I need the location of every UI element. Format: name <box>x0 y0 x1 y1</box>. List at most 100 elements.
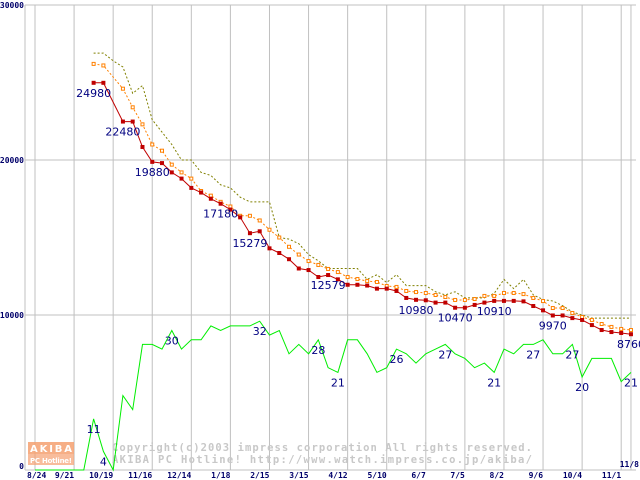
data-point-min <box>179 176 184 181</box>
data-label-count: 30 <box>165 335 179 348</box>
data-point-average <box>169 162 174 167</box>
data-point-average <box>160 148 165 153</box>
x-tick-label: 11/1 <box>602 471 621 480</box>
data-point-average <box>316 262 321 267</box>
x-tick-label: 5/10 <box>367 471 386 480</box>
data-point-average <box>501 290 506 295</box>
x-tick-label: 4/12 <box>328 471 347 480</box>
data-label-count: 21 <box>487 376 501 389</box>
data-point-min <box>355 282 360 287</box>
data-label-count: 4 <box>100 455 107 468</box>
data-point-average <box>287 244 292 249</box>
data-point-min <box>120 119 125 124</box>
data-point-min <box>433 300 438 305</box>
data-point-min <box>541 308 546 313</box>
data-point-min <box>296 266 301 271</box>
data-point-min <box>560 313 565 318</box>
data-point-min <box>531 304 536 309</box>
x-tick-label: 10/19 <box>89 471 113 480</box>
x-axis-ticks: 8/24 9/21 10/19 11/16 12/14 1/18 2/15 3/15 4/12 5… <box>27 460 639 480</box>
data-point-min <box>91 80 96 85</box>
data-point-min <box>628 332 633 337</box>
x-tick-label: 11/16 <box>128 471 152 480</box>
data-point-average <box>453 297 458 302</box>
data-point-min <box>619 330 624 335</box>
data-label-min: 19880 <box>135 166 170 179</box>
data-point-min <box>160 161 165 166</box>
data-point-average <box>374 279 379 284</box>
y-tick-label: 10000 <box>0 311 24 320</box>
data-point-min <box>443 300 448 305</box>
data-point-min <box>609 330 614 335</box>
watermark-copyright: Copyright(c)2003 impress corporation All… <box>112 442 532 454</box>
y-tick-label: 0 <box>19 462 24 471</box>
data-point-min <box>414 297 419 302</box>
x-tick-label: 3/15 <box>289 471 308 480</box>
data-point-min <box>257 229 262 234</box>
watermark-url: AKIBA PC Hotline! http://www.watch.impre… <box>112 454 532 466</box>
x-tick-label: 8/24 <box>27 471 46 480</box>
data-label-count: 11 <box>87 423 101 436</box>
data-point-average <box>335 270 340 275</box>
data-label-count: 27 <box>565 348 579 361</box>
data-labels: 24980 22480 19880 17180 15279 12579 10980 10470… <box>76 87 640 469</box>
data-point-average <box>521 292 526 297</box>
x-tick-label: 11/8 <box>620 460 639 469</box>
data-point-average <box>101 63 106 68</box>
series-line-max <box>93 52 631 319</box>
data-point-min <box>374 286 379 291</box>
data-point-min <box>345 282 350 287</box>
data-point-average <box>179 170 184 175</box>
data-point-min <box>482 300 487 305</box>
data-label-count: 27 <box>438 348 452 361</box>
data-point-average <box>326 266 331 271</box>
series-line-min <box>93 82 632 335</box>
data-point-min <box>199 190 204 195</box>
x-tick-label: 9/6 <box>529 471 544 480</box>
x-tick-label: 7/5 <box>450 471 465 480</box>
data-point-min <box>189 185 194 190</box>
data-point-average <box>570 310 575 315</box>
data-point-min <box>501 298 506 303</box>
data-point-min <box>218 201 223 206</box>
data-point-average <box>531 295 536 300</box>
data-point-average <box>414 290 419 295</box>
y-tick-label: 30000 <box>0 1 24 10</box>
data-point-min <box>228 207 233 212</box>
watermark-logo-hotline: PC Hotline! <box>30 457 72 465</box>
data-point-average <box>355 277 360 282</box>
data-point-average <box>443 295 448 300</box>
x-tick-label: 2/15 <box>250 471 269 480</box>
data-point-average <box>277 235 282 240</box>
x-tick-label: 6/7 <box>411 471 426 480</box>
data-label-min: 22480 <box>105 126 140 139</box>
data-label-count: 21 <box>331 376 345 389</box>
data-point-min <box>208 196 213 201</box>
data-point-average <box>560 306 565 311</box>
data-label-min: 17180 <box>203 208 238 221</box>
data-point-min <box>599 328 604 333</box>
data-point-average <box>189 176 194 181</box>
data-point-average <box>247 213 252 218</box>
data-point-average <box>619 326 624 331</box>
grid <box>24 4 636 471</box>
data-label-count: 20 <box>575 381 589 394</box>
data-point-average <box>550 306 555 311</box>
data-point-min <box>453 305 458 310</box>
data-point-average <box>150 142 155 147</box>
data-point-average <box>130 105 135 110</box>
data-point-average <box>140 122 145 127</box>
data-point-min <box>404 295 409 300</box>
data-point-min <box>570 316 575 321</box>
data-point-min <box>589 323 594 328</box>
data-point-average <box>628 328 633 333</box>
data-label-count: 21 <box>624 376 638 389</box>
data-point-average <box>511 290 516 295</box>
data-point-average <box>609 324 614 329</box>
data-point-min <box>287 257 292 262</box>
data-point-average <box>365 279 370 284</box>
data-point-min <box>247 231 252 236</box>
data-label-min: 12579 <box>311 279 346 292</box>
x-tick-label: 12/14 <box>167 471 191 480</box>
data-point-min <box>140 144 145 149</box>
